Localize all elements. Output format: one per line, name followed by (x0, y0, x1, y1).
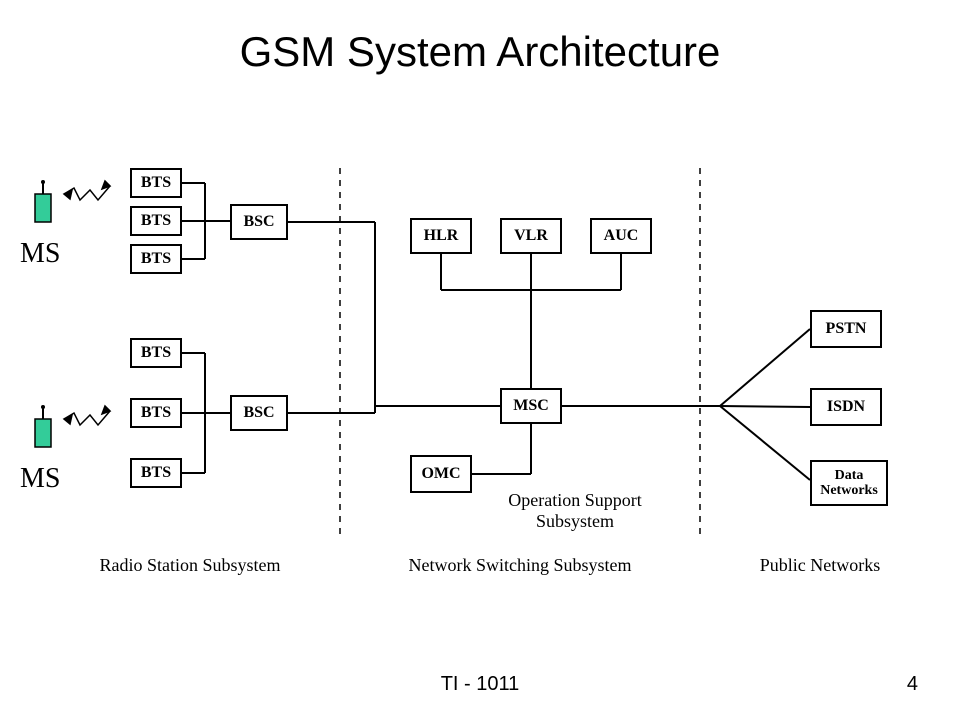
omc-box: OMC (410, 455, 472, 493)
hlr-box: HLR (410, 218, 472, 254)
ms1-label: MS (20, 238, 60, 270)
bsc1-box: BSC (230, 204, 288, 240)
ms2-label: MS (20, 463, 60, 495)
bts3-box: BTS (130, 244, 182, 274)
oss-label: Operation Support Subsystem (490, 490, 660, 532)
bts6-box: BTS (130, 458, 182, 488)
auc-box: AUC (590, 218, 652, 254)
ms2-icon (35, 405, 51, 447)
nss-section-label: Network Switching Subsystem (390, 555, 650, 576)
footer-code: TI - 1011 (0, 673, 960, 696)
public-section-label: Public Networks (740, 555, 900, 576)
ms1-icon (35, 180, 51, 222)
bts5-box: BTS (130, 398, 182, 428)
architecture-diagram: MS MS BTS BTS BTS BTS BTS BTS BSC BSC HL… (20, 160, 940, 590)
bts4-box: BTS (130, 338, 182, 368)
data-networks-box: Data Networks (810, 460, 888, 506)
bts1-box: BTS (130, 168, 182, 198)
radio-section-label: Radio Station Subsystem (80, 555, 300, 576)
pstn-box: PSTN (810, 310, 882, 348)
isdn-box: ISDN (810, 388, 882, 426)
msc-box: MSC (500, 388, 562, 424)
page-title: GSM System Architecture (0, 28, 960, 76)
footer-page: 4 (907, 673, 918, 696)
bsc2-box: BSC (230, 395, 288, 431)
vlr-box: VLR (500, 218, 562, 254)
bts2-box: BTS (130, 206, 182, 236)
